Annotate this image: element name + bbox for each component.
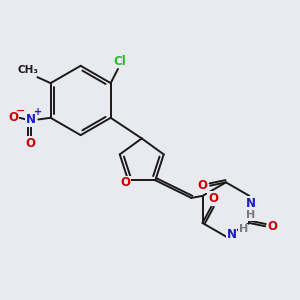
Text: N: N <box>26 113 36 126</box>
Text: H: H <box>238 224 248 234</box>
Text: O: O <box>268 220 278 233</box>
Text: O: O <box>208 192 218 205</box>
Text: O: O <box>9 111 19 124</box>
Text: CH₃: CH₃ <box>18 65 39 75</box>
Text: −: − <box>16 106 25 116</box>
Text: O: O <box>26 137 36 150</box>
Text: N: N <box>246 197 256 210</box>
Text: O: O <box>198 179 208 192</box>
Text: H: H <box>246 210 256 220</box>
Text: N: N <box>227 228 237 242</box>
Text: +: + <box>34 107 42 117</box>
Text: O: O <box>121 176 130 189</box>
Text: Cl: Cl <box>113 55 126 68</box>
